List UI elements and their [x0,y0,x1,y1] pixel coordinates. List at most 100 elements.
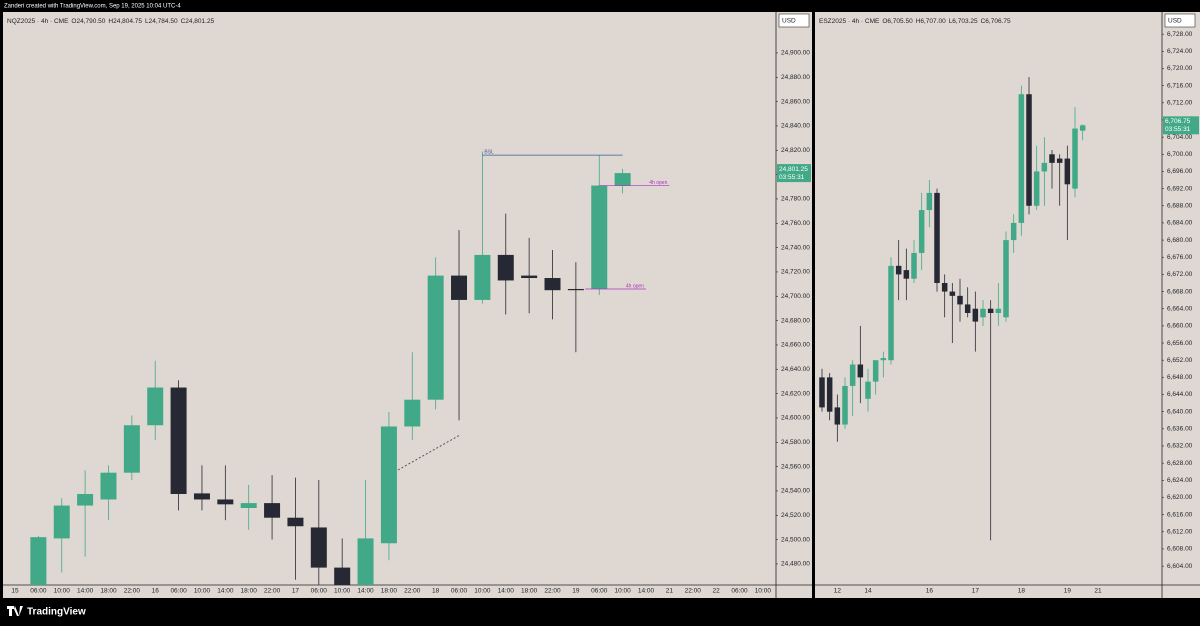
x-tick-label: 21 [666,588,674,595]
x-tick-label: 06:00 [311,588,328,595]
candle-body [903,270,910,279]
y-tick-label: 6,664.00 [1167,305,1193,312]
y-tick-label: 24,820.00 [781,147,810,154]
y-tick-label: 24,520.00 [781,512,810,519]
caption: Zanderi created with TradingView.com, Se… [4,4,181,10]
candle-body [1003,240,1009,318]
y-tick-label: 6,648.00 [1167,374,1193,381]
legend: ESZ2025 · 4h · CME O6,705.50 H6,707.00 L6,7… [819,18,1011,25]
candle-body [474,254,491,300]
y-tick-label: 24,500.00 [781,536,810,543]
y-tick-label: 6,728.00 [1167,31,1193,38]
x-tick-label: 19 [1064,588,1072,595]
x-tick-label: 22:00 [685,588,702,595]
legend-close: C6,706.75 [981,18,1011,25]
x-tick-label: 12 [834,588,842,595]
candle-body [849,364,856,386]
candle-body [926,192,933,211]
candle-body [918,210,925,253]
y-tick-label: 6,660.00 [1167,323,1193,330]
y-tick-label: 6,712.00 [1167,100,1193,107]
candle-body [857,364,864,378]
y-tick-label: 6,684.00 [1167,220,1193,227]
x-tick-label: 10:00 [755,588,772,595]
candle-body [193,493,210,500]
x-tick-label: 18:00 [521,588,538,595]
x-tick-label: 10:00 [614,588,631,595]
candle-body [964,304,971,314]
y-tick-label: 6,628.00 [1167,460,1193,467]
y-tick-label: 6,640.00 [1167,408,1193,415]
x-tick-label: 22:00 [264,588,281,595]
y-tick-label: 6,680.00 [1167,237,1193,244]
x-tick-label: 14:00 [77,588,94,595]
legend-high: H24,804.75 [108,18,142,25]
x-tick-label: 14:00 [357,588,374,595]
candle-body [957,295,963,305]
y-tick-label: 6,700.00 [1167,151,1193,158]
legend-low: L6,703.25 [949,18,978,25]
candle-body [591,185,608,289]
currency-box [1164,13,1196,28]
x-tick-label: 10:00 [334,588,351,595]
y-tick-label: 24,540.00 [781,488,810,495]
y-tick-label: 6,688.00 [1167,202,1193,209]
candle-body [287,517,304,527]
x-tick-label: 16 [152,588,160,595]
y-tick-label: 6,608.00 [1167,546,1193,553]
y-tick-label: 6,720.00 [1167,65,1193,72]
price-label: 6,706.75 [1165,118,1191,125]
candle-body [865,381,871,399]
currency: USD [1168,18,1182,25]
y-tick-label: 6,656.00 [1167,340,1193,347]
legend-symbol: NQZ2025 · 4h · CME [7,18,69,25]
y-tick-label: 6,644.00 [1167,391,1193,398]
y-tick-label: 6,620.00 [1167,494,1193,501]
y-tick-label: 6,668.00 [1167,288,1193,295]
y-tick-label: 24,700.00 [781,293,810,300]
candle-body [872,360,879,382]
y-tick-label: 24,620.00 [781,390,810,397]
candle-body [980,308,986,318]
level-label: BSL [484,149,494,155]
y-tick-label: 6,652.00 [1167,357,1193,364]
candle-body [842,385,848,425]
candle-body [404,399,421,427]
x-tick-label: 10:00 [194,588,211,595]
x-tick-label: 17 [292,588,300,595]
legend: NQZ2025 · 4h · CME O24,790.50 H24,804.75 L2… [7,18,215,25]
candle-body [497,254,514,281]
candle-body [826,377,833,412]
candle-body [1049,154,1055,163]
currency-box [778,13,810,28]
x-tick-label: 22:00 [544,588,561,595]
candle-body [53,505,70,539]
candle-body [1026,94,1032,206]
y-tick-label: 24,660.00 [781,342,810,349]
candle-body [240,503,257,508]
y-tick-label: 24,580.00 [781,439,810,446]
x-tick-label: 06:00 [731,588,748,595]
x-tick-label: 06:00 [451,588,468,595]
countdown: 03:55:31 [779,174,805,181]
x-tick-label: 22 [712,588,720,595]
x-tick-label: 18:00 [381,588,398,595]
candle-body [217,499,234,505]
candle-body [1018,94,1025,223]
y-tick-label: 24,600.00 [781,415,810,422]
candle-body [544,278,561,291]
candles [30,151,631,585]
y-tick-label: 6,604.00 [1167,563,1193,570]
candle-body [1072,128,1078,189]
x-tick-label: 06:00 [170,588,187,595]
y-tick-label: 24,780.00 [781,196,810,203]
candle-body [1056,158,1063,163]
x-tick-label: 10:00 [474,588,491,595]
y-tick-label: 24,760.00 [781,220,810,227]
candle-body [147,387,164,426]
y-tick-label: 6,692.00 [1167,185,1193,192]
y-tick-label: 6,612.00 [1167,529,1193,536]
candle-body [911,252,917,279]
x-tick-label: 10:00 [54,588,71,595]
level-label: 4h open [649,180,667,186]
